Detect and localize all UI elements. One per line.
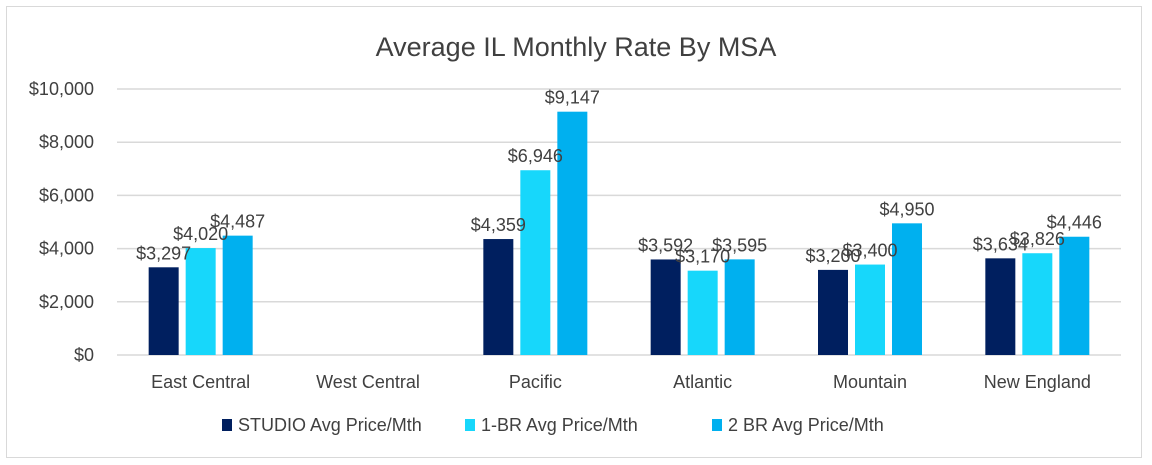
data-label: $4,446 [1047, 213, 1102, 233]
bar [185, 248, 216, 355]
y-tick-label: $8,000 [39, 132, 94, 152]
data-label: $6,946 [508, 146, 563, 166]
x-tick-label: New England [984, 372, 1091, 392]
bar [520, 170, 551, 355]
data-label: $3,592 [638, 235, 693, 255]
data-label: $3,826 [1010, 229, 1065, 249]
data-label: $3,400 [842, 241, 897, 261]
data-label: $4,950 [879, 199, 934, 219]
bar [222, 235, 253, 355]
y-tick-label: $0 [74, 345, 94, 365]
data-label: $3,170 [675, 247, 730, 267]
bar [483, 239, 514, 355]
data-label: $9,147 [545, 88, 600, 108]
bar [818, 269, 848, 355]
data-label: $3,200 [805, 246, 860, 266]
bar [148, 267, 179, 355]
bar [855, 264, 885, 355]
data-label: $4,487 [210, 212, 265, 232]
x-tick-label: Mountain [833, 372, 907, 392]
bar [557, 111, 588, 356]
bar [985, 258, 1016, 355]
bar [724, 259, 755, 355]
legend-swatch [465, 419, 475, 431]
y-tick-label: $4,000 [39, 239, 94, 259]
y-tick-label: $6,000 [39, 185, 94, 205]
bar [650, 259, 681, 355]
data-label: $3,297 [136, 243, 191, 263]
x-tick-label: West Central [316, 372, 420, 392]
data-label: $4,359 [471, 215, 526, 235]
y-tick-label: $10,000 [29, 79, 94, 99]
data-label: $3,595 [712, 235, 767, 255]
bar [1022, 253, 1053, 355]
legend-label: STUDIO Avg Price/Mth [238, 415, 422, 435]
bar [1059, 236, 1090, 355]
data-label: $4,020 [173, 224, 228, 244]
legend-label: 1-BR Avg Price/Mth [481, 415, 638, 435]
bar [892, 223, 922, 355]
chart-title: Average IL Monthly Rate By MSA [376, 32, 777, 62]
legend-swatch [222, 419, 232, 431]
data-label: $3,634 [973, 234, 1028, 254]
bar [687, 270, 718, 355]
x-tick-label: Pacific [509, 372, 562, 392]
y-tick-label: $2,000 [39, 292, 94, 312]
legend-swatch [712, 419, 722, 431]
x-tick-label: East Central [151, 372, 250, 392]
x-tick-label: Atlantic [673, 372, 732, 392]
chart-frame [6, 6, 1142, 458]
legend-label: 2 BR Avg Price/Mth [728, 415, 884, 435]
